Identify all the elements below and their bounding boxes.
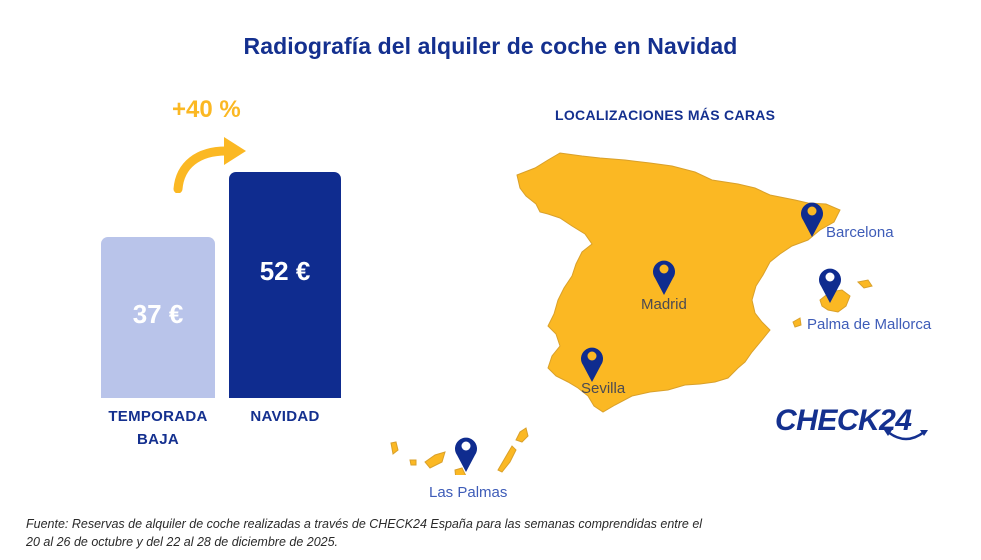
spain-map <box>390 152 873 475</box>
page-title: Radiografía del alquiler de coche en Nav… <box>243 33 738 59</box>
city-label-las-palmas: Las Palmas <box>429 484 508 501</box>
bar-value: 37 € <box>132 299 184 329</box>
madrid-pin-icon <box>653 260 675 295</box>
category-line: BAJA <box>136 431 180 448</box>
category-label-temporada-baja: TEMPORADA BAJA <box>96 405 220 451</box>
curved-arrow-icon <box>173 137 246 193</box>
category-label-navidad: NAVIDAD <box>229 405 341 428</box>
map-heading: LOCALIZACIONES MÁS CARAS <box>555 107 776 123</box>
category-line: NAVIDAD <box>250 408 320 425</box>
sevilla-pin-icon <box>581 347 603 382</box>
bar-temporada-baja: 37 € <box>101 237 215 398</box>
palma-pin-icon <box>819 268 841 303</box>
city-label-sevilla: Sevilla <box>581 380 626 397</box>
logo-smile-icon <box>884 430 928 441</box>
bar-navidad: 52 € <box>229 172 341 398</box>
city-label-barcelona: Barcelona <box>826 224 894 241</box>
category-line: TEMPORADA <box>108 408 208 425</box>
increase-label: +40 % <box>172 96 241 123</box>
source-note: Fuente: Reservas de alquiler de coche re… <box>26 515 966 551</box>
source-line: 20 al 26 de octubre y del 22 al 28 de di… <box>26 535 339 549</box>
source-line: Fuente: Reservas de alquiler de coche re… <box>26 517 703 531</box>
bar-value: 52 € <box>259 256 311 286</box>
las-palmas-pin-icon <box>455 437 477 472</box>
city-label-palma-de-mallorca: Palma de Mallorca <box>807 316 932 333</box>
barcelona-pin-icon <box>801 202 823 237</box>
city-label-madrid: Madrid <box>641 296 687 313</box>
